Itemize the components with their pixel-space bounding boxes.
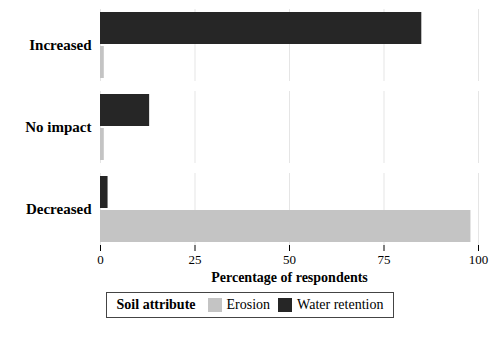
- svg-text:25: 25: [189, 252, 202, 267]
- svg-text:Decreased: Decreased: [26, 201, 92, 217]
- html-text:Water retention: Water retention: [297, 297, 384, 312]
- html-text:Soil attribute: Soil attribute: [116, 297, 196, 312]
- svg-text:Increased: Increased: [29, 37, 92, 53]
- svg-text:No impact: No impact: [25, 119, 91, 135]
- svg-text:100: 100: [469, 252, 489, 267]
- svg-text:Percentage of respondents: Percentage of respondents: [211, 270, 368, 285]
- svg-text:0: 0: [97, 252, 104, 267]
- html-text:Erosion: Erosion: [226, 297, 271, 312]
- svg-text:50: 50: [283, 252, 296, 267]
- svg-text:75: 75: [378, 252, 391, 267]
